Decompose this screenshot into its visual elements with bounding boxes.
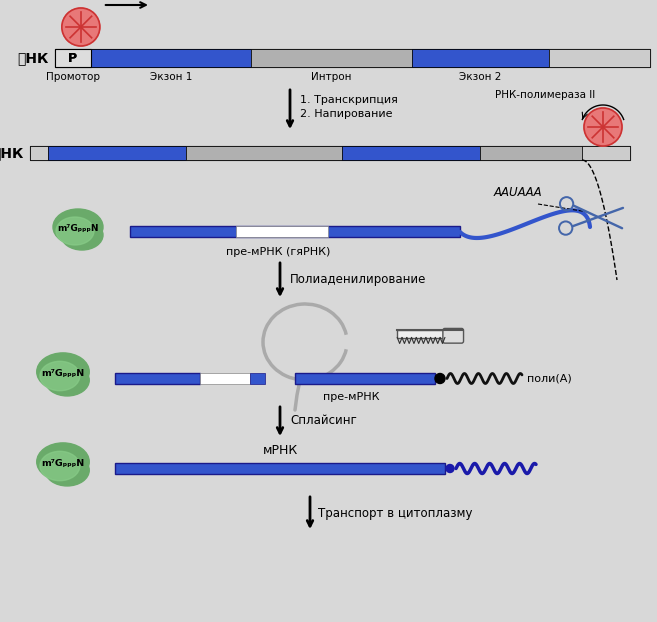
Bar — [236, 226, 328, 237]
Ellipse shape — [61, 220, 103, 250]
Bar — [30, 146, 48, 160]
Bar — [582, 146, 630, 160]
Bar — [130, 226, 460, 237]
Ellipse shape — [40, 452, 79, 481]
Bar — [549, 49, 650, 67]
Text: P: P — [68, 52, 78, 65]
Bar — [115, 373, 200, 384]
Text: поли(A): поли(A) — [527, 373, 572, 384]
Bar — [48, 146, 186, 160]
Circle shape — [584, 108, 622, 146]
Text: Экзон 2: Экзон 2 — [459, 72, 501, 82]
Text: 䅍НК: 䅍НК — [18, 51, 49, 65]
Text: мРНК: мРНК — [262, 444, 298, 457]
Text: m⁷GₚₚₚN: m⁷GₚₚₚN — [41, 460, 85, 468]
Circle shape — [435, 373, 445, 384]
Bar — [342, 146, 480, 160]
Text: Интрон: Интрон — [311, 72, 352, 82]
Ellipse shape — [37, 353, 89, 391]
Bar — [250, 373, 265, 384]
Text: Экзон 1: Экзон 1 — [150, 72, 193, 82]
Bar — [55, 49, 91, 67]
Text: пре-мРНК (гяРНК): пре-мРНК (гяРНК) — [226, 247, 330, 257]
Bar — [55, 49, 91, 67]
Ellipse shape — [53, 209, 103, 245]
FancyBboxPatch shape — [443, 328, 464, 343]
Text: РНК-полимераза II: РНК-полимераза II — [495, 90, 595, 100]
Text: 1. Транскрипция
2. Напирование: 1. Транскрипция 2. Напирование — [300, 95, 398, 119]
Bar — [480, 146, 582, 160]
Text: AAUAAA: AAUAAA — [493, 186, 542, 199]
Bar — [200, 373, 250, 384]
Ellipse shape — [45, 455, 89, 486]
Text: Сплайсинг: Сплайсинг — [290, 414, 357, 427]
Ellipse shape — [37, 443, 89, 481]
Text: пре-мРНК: пре-мРНК — [323, 392, 379, 402]
Bar — [55, 49, 650, 67]
Bar — [186, 146, 342, 160]
Bar — [252, 49, 412, 67]
Ellipse shape — [45, 364, 89, 396]
Bar — [412, 49, 549, 67]
Text: m⁷GₚₚₚN: m⁷GₚₚₚN — [41, 369, 85, 378]
Bar — [397, 330, 445, 338]
Bar — [91, 49, 252, 67]
Text: Полиаденилирование: Полиаденилирование — [290, 274, 426, 287]
Ellipse shape — [56, 217, 94, 245]
Text: Промотор: Промотор — [46, 72, 100, 82]
Circle shape — [446, 465, 454, 473]
Ellipse shape — [40, 361, 79, 391]
Text: 䅍НК: 䅍НК — [0, 146, 24, 160]
Circle shape — [62, 8, 100, 46]
Bar — [30, 146, 630, 160]
Bar — [295, 373, 435, 384]
Text: m⁷GₚₚₚN: m⁷GₚₚₚN — [57, 225, 99, 233]
Bar — [115, 463, 445, 474]
Text: Транспорт в цитоплазму: Транспорт в цитоплазму — [318, 506, 472, 519]
Text: P: P — [68, 52, 78, 65]
